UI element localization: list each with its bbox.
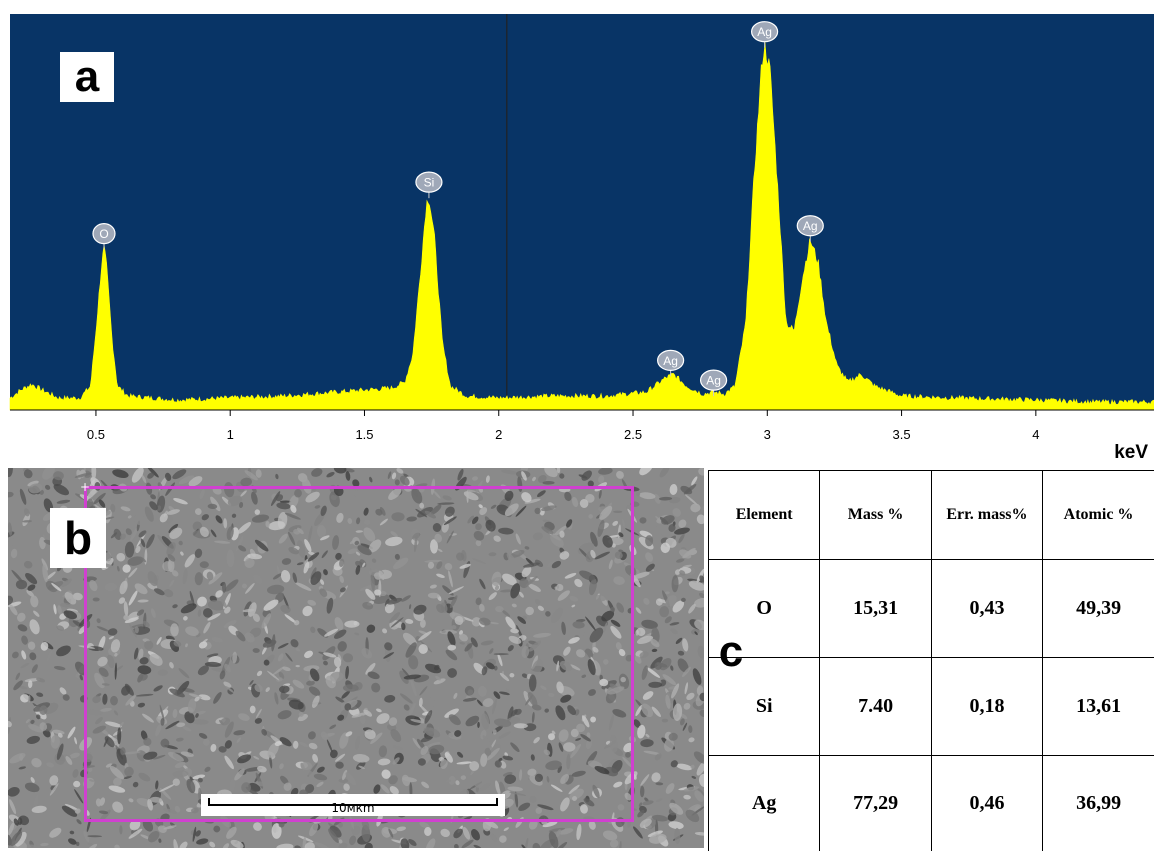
- peak-marker: [796, 215, 824, 237]
- cell-mass: 15,31: [819, 559, 932, 658]
- cell-element: Ag: [707, 754, 821, 851]
- table-row: O 15,31 0,43 49,39: [707, 559, 1154, 658]
- x-tick-label: 3.5: [893, 427, 911, 442]
- panel-label-c: c: [718, 627, 744, 676]
- header-atomic: Atomic %: [1042, 470, 1154, 560]
- spectrum-series: [9, 42, 1154, 411]
- panel-label-b: b: [50, 508, 106, 568]
- peak-marker: [657, 349, 685, 371]
- x-tick-label: 1.5: [355, 427, 373, 442]
- scale-bar-line: [208, 798, 498, 806]
- composition-table: Element Mass % Err. mass% Atomic % O 15,…: [707, 470, 1154, 851]
- region-of-interest-box: [84, 486, 634, 822]
- peak-label: Ag: [706, 374, 721, 388]
- cell-mass: 7.40: [819, 656, 932, 756]
- scale-bar: 10мкm: [201, 794, 505, 816]
- sem-micrograph: + 10мкm: [8, 468, 704, 848]
- x-tick-label: 2.5: [624, 427, 642, 442]
- peak-marker: [92, 223, 116, 245]
- sem-texture: [8, 468, 704, 848]
- peak-label: Ag: [803, 219, 818, 233]
- peak-marker: [699, 369, 728, 391]
- header-mass: Mass %: [819, 470, 932, 560]
- peak-label: O: [99, 227, 108, 241]
- cell-atomic: 13,61: [1042, 656, 1154, 756]
- cell-atomic: 36,99: [1042, 754, 1154, 851]
- cell-mass: 77,29: [819, 754, 932, 851]
- scale-bar-label: 10мкm: [331, 801, 375, 815]
- cell-atomic: 49,39: [1042, 559, 1154, 658]
- table-row: Si 7.40 0,18 13,61: [707, 656, 1154, 756]
- x-tick-label: 1: [227, 427, 234, 442]
- table-header-row: Element Mass % Err. mass% Atomic %: [707, 470, 1154, 560]
- cell-err-mass: 0,18: [930, 656, 1044, 756]
- x-axis-label: keV: [1114, 442, 1148, 463]
- peak-marker: [751, 21, 779, 43]
- cell-err-mass: 0,46: [930, 754, 1044, 851]
- peak-marker: [415, 171, 443, 193]
- header-err-mass: Err. mass%: [930, 470, 1044, 560]
- peak-label: Ag: [757, 25, 772, 39]
- panel-label-a: a: [60, 52, 114, 102]
- x-tick-label: 3: [764, 427, 771, 442]
- composition-table-container: Element Mass % Err. mass% Atomic % O 15,…: [707, 470, 1154, 851]
- x-tick-label: 2: [495, 427, 502, 442]
- cell-err-mass: 0,43: [930, 559, 1044, 658]
- x-tick-label: 4: [1032, 427, 1039, 442]
- eds-spectrum-chart: 0.5 1 1.5 2 2.5 3 3.5 4 keV O Si Ag Ag Ag Ag: [9, 14, 1154, 463]
- plot-background: [10, 14, 1154, 410]
- header-element: Element: [707, 470, 821, 560]
- x-tick-label: 0.5: [87, 427, 105, 442]
- peak-label: Si: [424, 176, 435, 190]
- crosshair-icon: +: [80, 480, 91, 494]
- cell-element: Si: [707, 656, 821, 756]
- peak-label: Ag: [663, 354, 678, 368]
- table-row: Ag 77,29 0,46 36,99: [707, 754, 1154, 851]
